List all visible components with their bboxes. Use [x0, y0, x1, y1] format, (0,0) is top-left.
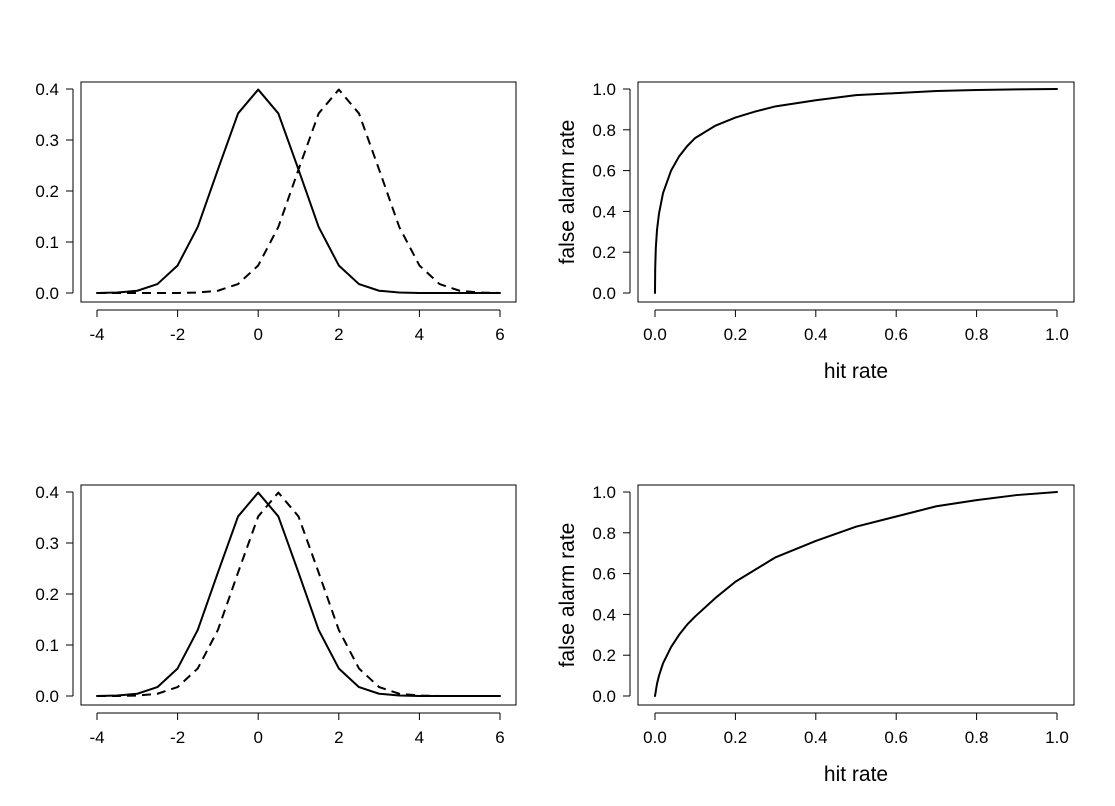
y-tick-label: 0.0	[592, 284, 616, 303]
x-tick-label: -2	[170, 325, 185, 344]
panel-2: 0.0 0.2 0.4 0.6 0.8 1.0 0.0 0.2 0.4 0.6 0.8 1.0 hit …	[556, 80, 1075, 383]
x-tick-label: 4	[415, 728, 424, 747]
x-tick-label: 2	[334, 325, 343, 344]
solid-curve	[96, 88, 501, 294]
y-tick-label: 0.4	[35, 80, 59, 99]
y-tick-label: 0.0	[592, 687, 616, 706]
x-tick-label: 0.4	[804, 325, 828, 344]
solid-curve	[654, 88, 1058, 294]
panel-3: -4 -2 0 2 4 6 0.0 0.1 0.2 0.3 0.4	[35, 483, 517, 747]
panel-1: -4 -2 0 2 4 6 0.0 0.1 0.2 0.3 0.4	[35, 80, 517, 344]
x-tick-label: 0.0	[643, 325, 667, 344]
y-tick-label: 0.3	[35, 534, 59, 553]
x-tick-label: 6	[495, 728, 504, 747]
y-tick-label: 0.8	[592, 524, 616, 543]
solid-curve	[654, 491, 1058, 697]
plot-frame	[637, 484, 1075, 706]
y-axis-title: false alarm rate	[556, 523, 579, 668]
x-tick-label: 0.4	[804, 728, 828, 747]
y-tick-label: 0.2	[35, 585, 59, 604]
y-tick-label: 0.6	[592, 162, 616, 181]
x-tick-label: 2	[334, 728, 343, 747]
x-tick-label: -4	[89, 325, 104, 344]
y-tick-label: 1.0	[592, 483, 616, 502]
x-tick-label: 0	[253, 728, 262, 747]
y-tick-label: 0.3	[35, 131, 59, 150]
dashed-curve	[96, 491, 500, 697]
plot-frame	[80, 81, 517, 303]
y-tick-label: 0.0	[35, 687, 59, 706]
x-tick-label: 0.2	[724, 325, 748, 344]
x-tick-label: 4	[415, 325, 424, 344]
x-tick-label: 1.0	[1045, 728, 1069, 747]
plot-frame	[637, 81, 1075, 303]
y-tick-label: 1.0	[592, 80, 616, 99]
dashed-curve	[97, 88, 501, 294]
y-tick-label: 0.8	[592, 121, 616, 140]
y-tick-label: 0.4	[592, 605, 616, 624]
x-tick-label: 0.2	[724, 728, 748, 747]
y-tick-label: 0.0	[35, 284, 59, 303]
x-tick-label: -4	[89, 728, 104, 747]
x-tick-label: 0	[253, 325, 262, 344]
solid-curve	[96, 491, 501, 697]
y-tick-label: 0.2	[592, 243, 616, 262]
x-tick-label: -2	[170, 728, 185, 747]
y-tick-label: 0.2	[35, 182, 59, 201]
x-tick-label: 1.0	[1045, 325, 1069, 344]
x-tick-label: 0.6	[884, 728, 908, 747]
y-tick-label: 0.4	[35, 483, 59, 502]
y-tick-label: 0.4	[592, 202, 616, 221]
y-tick-label: 0.6	[592, 565, 616, 584]
x-tick-label: 0.6	[884, 325, 908, 344]
x-tick-label: 6	[495, 325, 504, 344]
x-tick-label: 0.8	[965, 728, 989, 747]
panel-4: 0.0 0.2 0.4 0.6 0.8 1.0 0.0 0.2 0.4 0.6 0.8 1.0 hit …	[556, 483, 1075, 786]
y-tick-label: 0.1	[35, 233, 59, 252]
y-tick-label: 0.1	[35, 636, 59, 655]
x-tick-label: 0.0	[643, 728, 667, 747]
x-axis-title: hit rate	[824, 360, 888, 383]
plot-frame	[80, 484, 517, 706]
x-axis-title: hit rate	[824, 763, 888, 786]
y-tick-label: 0.2	[592, 646, 616, 665]
y-axis-title: false alarm rate	[556, 120, 579, 265]
x-tick-label: 0.8	[965, 325, 989, 344]
